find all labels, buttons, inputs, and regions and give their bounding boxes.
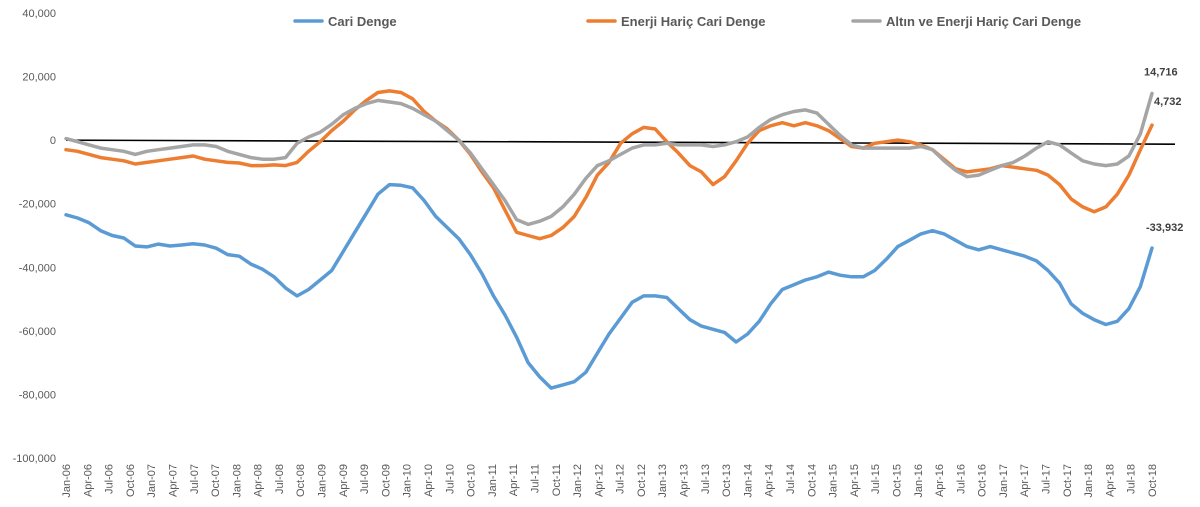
- x-tick-label: Apr-18: [1104, 464, 1116, 497]
- x-tick-label: Oct-14: [806, 464, 818, 497]
- x-tick-label: Jul-08: [274, 464, 286, 494]
- x-tick-label: Apr-13: [679, 464, 691, 497]
- x-tick-label: Apr-08: [253, 464, 265, 497]
- data-label: 4,732: [1154, 96, 1182, 108]
- x-tick-label: Apr-11: [508, 464, 520, 496]
- x-tick-label: Oct-18: [1147, 464, 1159, 497]
- legend-entry: Enerji Hariç Cari Denge: [621, 14, 766, 29]
- x-tick-label: Jul-14: [785, 464, 797, 494]
- data-label: 14,716: [1144, 66, 1178, 78]
- series-line: [64, 91, 1154, 227]
- data-label: -33,932: [1146, 222, 1183, 234]
- x-tick-label: Jul-17: [1041, 464, 1053, 494]
- x-tick-label: Jan-12: [572, 464, 584, 498]
- x-tick-label: Jan-16: [913, 464, 925, 498]
- x-tick-label: Jan-09: [317, 464, 329, 498]
- x-tick-label: Oct-08: [295, 464, 307, 497]
- y-tick-label: -100,000: [13, 453, 56, 465]
- data-labels: -33,932 4,732 14,716: [1144, 66, 1183, 234]
- x-tick-label: Jul-09: [359, 464, 371, 494]
- legend: Cari Denge Enerji Hariç Cari Denge Altın v…: [293, 14, 1081, 29]
- y-tick-label: -40,000: [19, 262, 56, 274]
- y-tick-label: -60,000: [19, 326, 56, 338]
- x-tick-label: Oct-13: [721, 464, 733, 497]
- y-tick-label: 20,000: [22, 72, 56, 84]
- y-tick-label: 40,000: [22, 8, 56, 20]
- y-tick-label: 0: [50, 135, 56, 147]
- x-tick-label: Apr-09: [338, 464, 350, 497]
- x-tick-label: Jul-16: [955, 464, 967, 494]
- x-axis: Jan-06 Apr-06 Jul-06 Oct-06 Jan-07 Apr-07 Jul-…: [61, 464, 1159, 498]
- x-tick-label: Jul-10: [444, 464, 456, 494]
- x-tick-label: Jan-10: [402, 464, 414, 498]
- x-tick-label: Oct-11: [551, 464, 563, 496]
- x-tick-label: Oct-07: [210, 464, 222, 497]
- x-tick-label: Jan-08: [231, 464, 243, 498]
- x-tick-label: Jul-11: [529, 464, 541, 493]
- x-tick-label: Oct-15: [891, 464, 903, 497]
- x-tick-label: Jan-11: [487, 464, 499, 497]
- x-tick-label: Apr-10: [423, 464, 435, 497]
- series-line: [64, 182, 1154, 390]
- x-tick-label: Oct-09: [380, 464, 392, 497]
- x-tick-label: Jan-18: [1083, 464, 1095, 498]
- x-tick-label: Apr-06: [82, 464, 94, 497]
- y-tick-label: -20,000: [19, 199, 56, 211]
- x-tick-label: Oct-12: [636, 464, 648, 497]
- x-tick-label: Jan-15: [828, 464, 840, 498]
- x-tick-label: Oct-06: [125, 464, 137, 497]
- x-tick-label: Jul-06: [104, 464, 116, 494]
- x-tick-label: Apr-12: [593, 464, 605, 497]
- y-tick-label: -80,000: [19, 389, 56, 401]
- x-tick-label: Jan-13: [657, 464, 669, 498]
- x-tick-label: Jul-15: [870, 464, 882, 494]
- x-tick-label: Jan-07: [146, 464, 158, 498]
- x-tick-label: Oct-16: [977, 464, 989, 497]
- x-tick-label: Jul-18: [1126, 464, 1138, 494]
- legend-entry: Cari Denge: [328, 14, 397, 29]
- x-tick-label: Apr-16: [934, 464, 946, 497]
- series-group: [64, 89, 1154, 390]
- x-tick-label: Jul-07: [189, 464, 201, 494]
- x-tick-label: Oct-10: [466, 464, 478, 497]
- x-tick-label: Jul-12: [615, 464, 627, 494]
- series-line: [64, 89, 1154, 241]
- x-tick-label: Jan-14: [742, 464, 754, 498]
- x-tick-label: Jul-13: [700, 464, 712, 494]
- x-tick-label: Apr-07: [167, 464, 179, 497]
- x-tick-label: Apr-17: [1019, 464, 1031, 497]
- y-axis: 40,000 20,000 0 -20,000 -40,000 -60,000 -80,00…: [13, 8, 56, 465]
- legend-entry: Altın ve Enerji Hariç Cari Denge: [886, 14, 1081, 29]
- x-tick-label: Jan-06: [61, 464, 73, 498]
- x-tick-label: Oct-17: [1062, 464, 1074, 497]
- x-tick-label: Apr-15: [849, 464, 861, 497]
- x-tick-label: Jan-17: [998, 464, 1010, 498]
- x-tick-label: Apr-14: [764, 464, 776, 497]
